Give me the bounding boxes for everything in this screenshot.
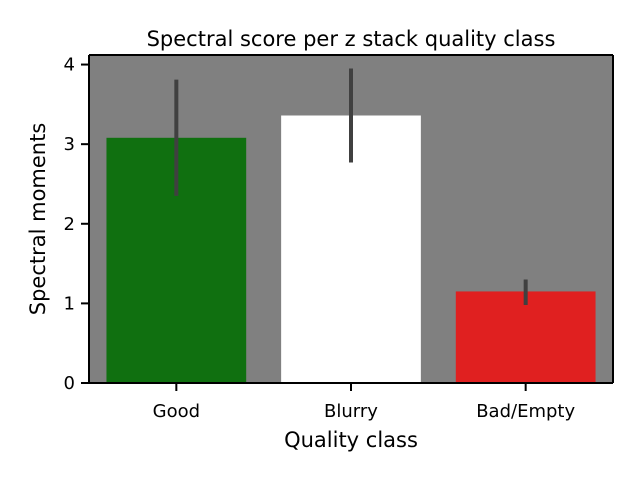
x-tick-label: Bad/Empty [476, 401, 575, 422]
error-bars-layer [174, 68, 528, 305]
x-tick-label: Blurry [324, 401, 378, 422]
x-ticks: Good Blurry Bad/Empty [153, 383, 575, 422]
y-tick-label: 1 [64, 293, 75, 314]
chart-title: Spectral score per z stack quality class [147, 27, 556, 51]
bars-layer [106, 115, 596, 383]
y-ticks: 0 1 2 3 4 [64, 55, 89, 394]
x-tick-label: Good [153, 401, 200, 422]
y-axis-label: Spectral moments [26, 123, 50, 316]
y-tick-label: 2 [64, 214, 75, 235]
y-tick-label: 0 [64, 373, 75, 394]
x-axis-label: Quality class [284, 428, 418, 452]
bar-bad-empty [455, 291, 596, 383]
y-tick-label: 3 [64, 134, 75, 155]
y-tick-label: 4 [64, 55, 75, 76]
